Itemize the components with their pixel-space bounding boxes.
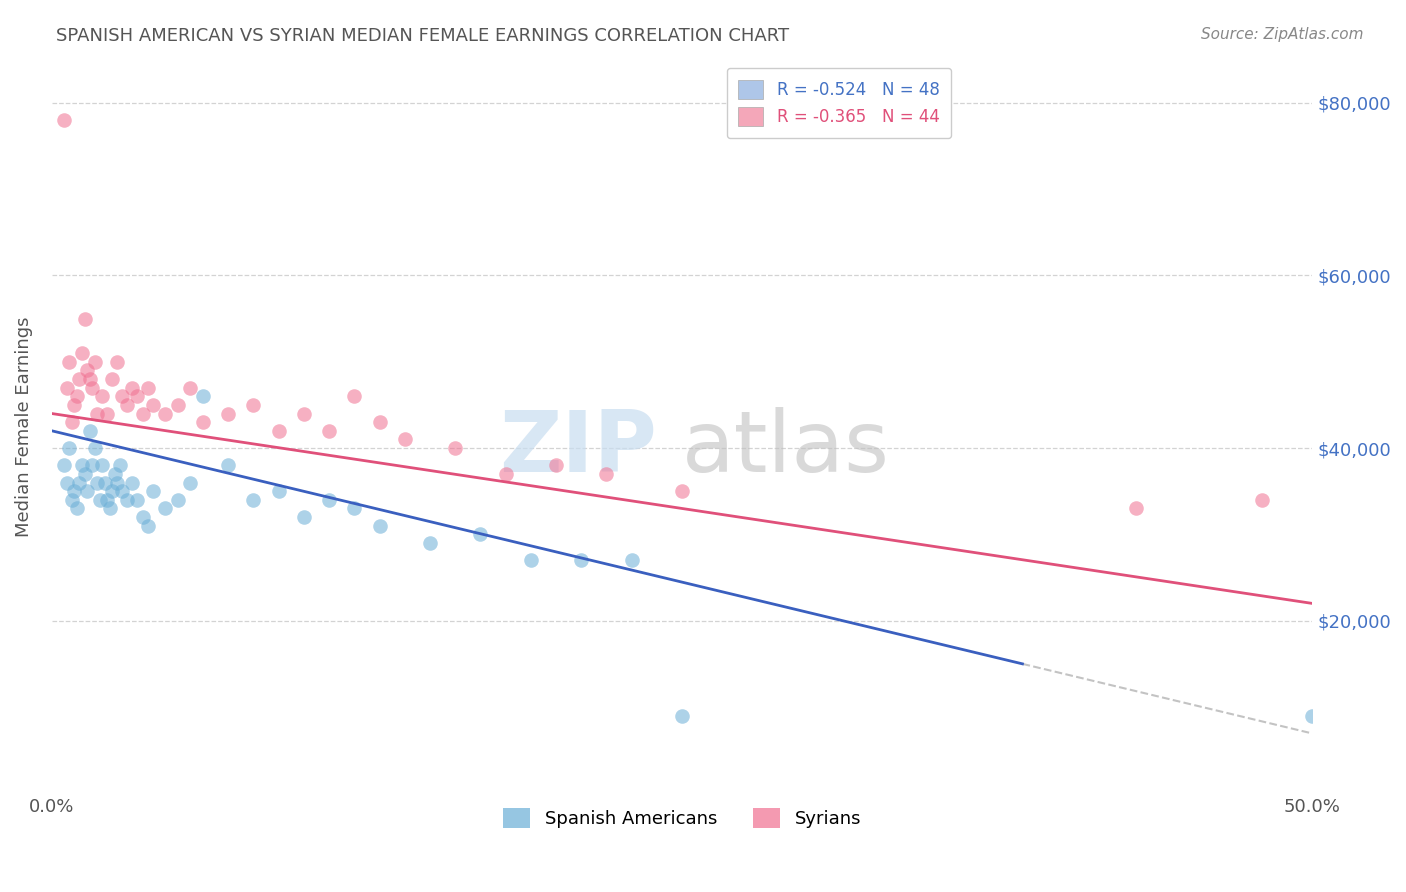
Point	[111, 484, 134, 499]
Point	[58, 441, 80, 455]
Point	[127, 492, 149, 507]
Point	[79, 372, 101, 386]
Point	[292, 510, 315, 524]
Point	[217, 458, 239, 473]
Point	[343, 389, 366, 403]
Point	[98, 501, 121, 516]
Point	[91, 389, 114, 403]
Point	[544, 458, 567, 473]
Point	[58, 355, 80, 369]
Point	[1301, 708, 1323, 723]
Point	[343, 501, 366, 516]
Point	[91, 458, 114, 473]
Point	[53, 458, 76, 473]
Point	[76, 363, 98, 377]
Point	[108, 458, 131, 473]
Point	[63, 398, 86, 412]
Point	[63, 484, 86, 499]
Point	[179, 381, 201, 395]
Point	[671, 708, 693, 723]
Point	[142, 484, 165, 499]
Point	[73, 311, 96, 326]
Text: Source: ZipAtlas.com: Source: ZipAtlas.com	[1201, 27, 1364, 42]
Point	[80, 381, 103, 395]
Point	[56, 381, 79, 395]
Point	[89, 492, 111, 507]
Point	[121, 475, 143, 490]
Point	[53, 113, 76, 128]
Point	[495, 467, 517, 481]
Point	[191, 389, 214, 403]
Point	[104, 467, 127, 481]
Point	[242, 492, 264, 507]
Point	[292, 407, 315, 421]
Point	[394, 433, 416, 447]
Point	[83, 441, 105, 455]
Point	[166, 492, 188, 507]
Point	[136, 518, 159, 533]
Point	[70, 458, 93, 473]
Point	[96, 492, 118, 507]
Point	[66, 501, 89, 516]
Point	[191, 415, 214, 429]
Point	[66, 389, 89, 403]
Point	[166, 398, 188, 412]
Point	[142, 398, 165, 412]
Point	[93, 475, 115, 490]
Point	[131, 510, 153, 524]
Point	[242, 398, 264, 412]
Point	[595, 467, 617, 481]
Point	[86, 407, 108, 421]
Point	[671, 484, 693, 499]
Point	[117, 398, 139, 412]
Point	[318, 492, 340, 507]
Point	[76, 484, 98, 499]
Point	[80, 458, 103, 473]
Point	[1251, 492, 1274, 507]
Point	[121, 381, 143, 395]
Point	[419, 536, 441, 550]
Point	[105, 475, 128, 490]
Point	[60, 415, 83, 429]
Point	[79, 424, 101, 438]
Point	[470, 527, 492, 541]
Point	[69, 475, 91, 490]
Text: ZIP: ZIP	[499, 407, 657, 490]
Text: atlas: atlas	[682, 407, 890, 490]
Point	[520, 553, 543, 567]
Point	[83, 355, 105, 369]
Point	[267, 484, 290, 499]
Point	[368, 415, 391, 429]
Point	[111, 389, 134, 403]
Point	[96, 407, 118, 421]
Y-axis label: Median Female Earnings: Median Female Earnings	[15, 317, 32, 537]
Point	[73, 467, 96, 481]
Point	[155, 501, 177, 516]
Point	[368, 518, 391, 533]
Point	[179, 475, 201, 490]
Point	[318, 424, 340, 438]
Point	[69, 372, 91, 386]
Point	[60, 492, 83, 507]
Point	[217, 407, 239, 421]
Point	[105, 355, 128, 369]
Point	[56, 475, 79, 490]
Point	[136, 381, 159, 395]
Point	[1125, 501, 1147, 516]
Point	[86, 475, 108, 490]
Point	[127, 389, 149, 403]
Point	[117, 492, 139, 507]
Point	[155, 407, 177, 421]
Point	[569, 553, 592, 567]
Point	[131, 407, 153, 421]
Point	[620, 553, 643, 567]
Point	[101, 484, 124, 499]
Legend: Spanish Americans, Syrians: Spanish Americans, Syrians	[496, 800, 869, 836]
Point	[101, 372, 124, 386]
Point	[267, 424, 290, 438]
Point	[444, 441, 467, 455]
Point	[70, 346, 93, 360]
Text: SPANISH AMERICAN VS SYRIAN MEDIAN FEMALE EARNINGS CORRELATION CHART: SPANISH AMERICAN VS SYRIAN MEDIAN FEMALE…	[56, 27, 789, 45]
